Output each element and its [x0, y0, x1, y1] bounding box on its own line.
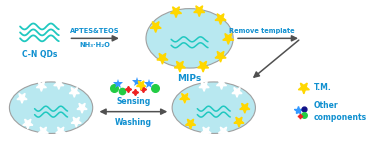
Polygon shape — [174, 61, 185, 72]
Ellipse shape — [9, 82, 93, 134]
Polygon shape — [234, 117, 244, 127]
Polygon shape — [23, 119, 33, 129]
Text: MIPs: MIPs — [177, 74, 202, 83]
Polygon shape — [77, 103, 87, 113]
Text: C-N QDs: C-N QDs — [22, 50, 57, 59]
Polygon shape — [38, 127, 48, 137]
Polygon shape — [54, 80, 64, 89]
Polygon shape — [198, 61, 209, 72]
Polygon shape — [218, 127, 229, 137]
Polygon shape — [136, 81, 146, 90]
Polygon shape — [298, 83, 309, 94]
Polygon shape — [194, 6, 205, 17]
Polygon shape — [150, 22, 161, 32]
Polygon shape — [56, 127, 66, 137]
Polygon shape — [157, 53, 168, 64]
Polygon shape — [232, 87, 242, 97]
Polygon shape — [199, 82, 209, 91]
Polygon shape — [217, 80, 226, 89]
Polygon shape — [180, 93, 190, 103]
Polygon shape — [71, 117, 81, 127]
Text: Other
components: Other components — [313, 101, 367, 122]
Polygon shape — [223, 34, 234, 44]
Polygon shape — [180, 93, 190, 103]
Polygon shape — [186, 119, 195, 129]
Ellipse shape — [172, 82, 256, 134]
Polygon shape — [201, 127, 211, 137]
Polygon shape — [215, 14, 226, 24]
Polygon shape — [17, 93, 27, 103]
Text: Remove template: Remove template — [229, 28, 295, 34]
Text: APTES&TEOS: APTES&TEOS — [70, 28, 119, 34]
Polygon shape — [69, 87, 79, 97]
Text: Washing: Washing — [115, 118, 152, 127]
Polygon shape — [240, 103, 250, 113]
Text: T.M.: T.M. — [313, 83, 331, 92]
Ellipse shape — [146, 9, 233, 68]
Polygon shape — [170, 7, 181, 18]
Polygon shape — [215, 51, 226, 62]
Text: Sensing: Sensing — [116, 97, 150, 106]
Text: NH₃·H₂O: NH₃·H₂O — [79, 42, 110, 48]
Polygon shape — [36, 82, 46, 91]
